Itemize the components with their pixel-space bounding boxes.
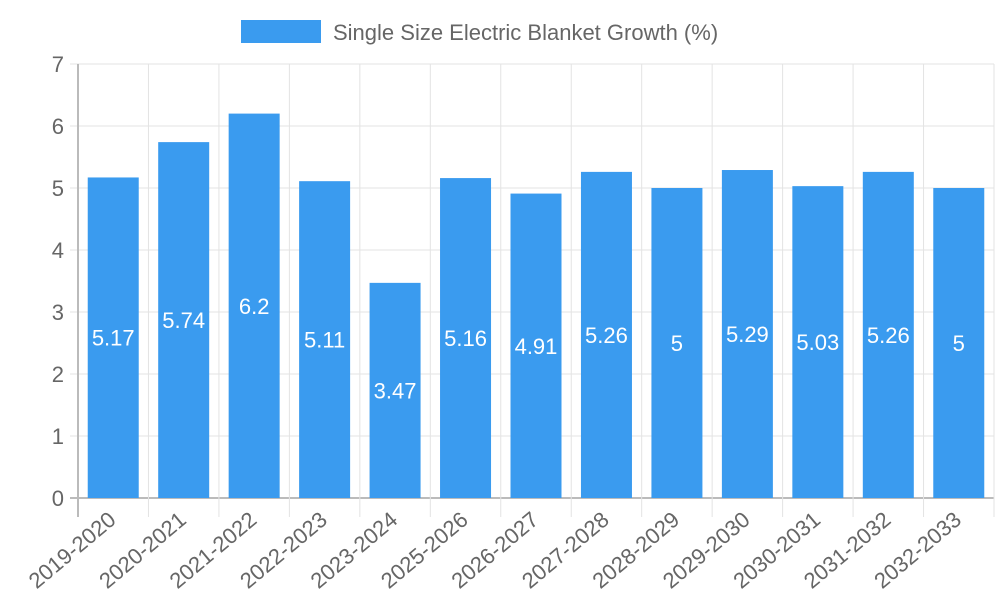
data-label: 5.74 <box>162 308 205 333</box>
bar <box>228 113 280 498</box>
data-label: 5.26 <box>867 323 910 348</box>
bar <box>440 178 492 498</box>
bar <box>510 193 562 498</box>
data-label: 6.2 <box>239 294 270 319</box>
bar <box>87 177 139 498</box>
legend-label: Single Size Electric Blanket Growth (%) <box>333 20 718 45</box>
bar <box>158 142 210 498</box>
bar <box>792 186 844 498</box>
data-label: 5 <box>671 331 683 356</box>
y-tick-label: 6 <box>52 114 64 139</box>
bar <box>580 171 632 498</box>
bar <box>721 170 773 498</box>
y-tick-label: 7 <box>52 52 64 77</box>
data-label: 3.47 <box>374 378 417 403</box>
y-tick-label: 0 <box>52 486 64 511</box>
bar <box>651 188 703 498</box>
bar <box>369 282 421 498</box>
legend-swatch <box>241 20 321 43</box>
bar <box>299 181 351 498</box>
y-tick-label: 1 <box>52 424 64 449</box>
data-label: 5.03 <box>796 330 839 355</box>
y-tick-label: 5 <box>52 176 64 201</box>
bar <box>933 188 985 498</box>
y-tick-label: 4 <box>52 238 64 263</box>
legend[interactable]: Single Size Electric Blanket Growth (%) <box>241 20 718 45</box>
data-label: 5.26 <box>585 323 628 348</box>
y-tick-label: 3 <box>52 300 64 325</box>
y-tick-label: 2 <box>52 362 64 387</box>
data-label: 5 <box>953 331 965 356</box>
data-label: 5.17 <box>92 326 135 351</box>
data-label: 4.91 <box>515 334 558 359</box>
bar <box>862 171 914 498</box>
data-label: 5.29 <box>726 322 769 347</box>
data-label: 5.16 <box>444 326 487 351</box>
data-label: 5.11 <box>304 328 345 353</box>
